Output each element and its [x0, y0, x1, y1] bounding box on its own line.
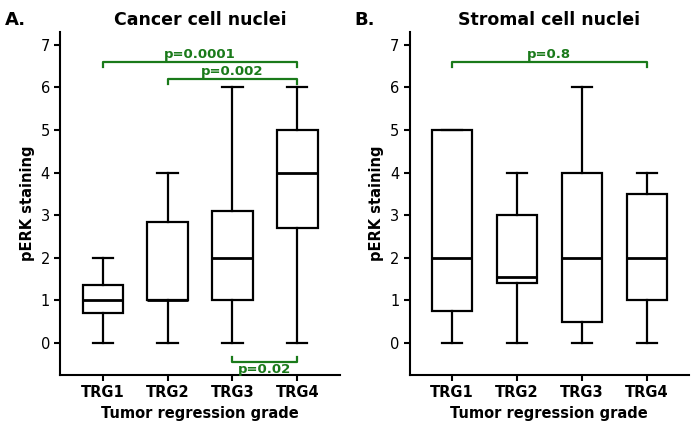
Text: A.: A.	[5, 12, 26, 29]
Text: B.: B.	[354, 12, 374, 29]
PathPatch shape	[277, 130, 318, 228]
Text: p=0.8: p=0.8	[527, 48, 571, 61]
X-axis label: Tumor regression grade: Tumor regression grade	[101, 406, 299, 421]
Y-axis label: pERK staining: pERK staining	[20, 146, 35, 261]
X-axis label: Tumor regression grade: Tumor regression grade	[450, 406, 648, 421]
PathPatch shape	[432, 130, 472, 311]
PathPatch shape	[497, 215, 537, 283]
Title: Stromal cell nuclei: Stromal cell nuclei	[458, 11, 640, 29]
Text: p=0.0001: p=0.0001	[164, 48, 236, 61]
PathPatch shape	[83, 286, 122, 313]
PathPatch shape	[626, 194, 667, 300]
Text: p=0.02: p=0.02	[238, 363, 292, 376]
PathPatch shape	[212, 211, 253, 300]
Y-axis label: pERK staining: pERK staining	[370, 146, 384, 261]
PathPatch shape	[148, 222, 188, 300]
PathPatch shape	[561, 173, 602, 322]
Text: p=0.002: p=0.002	[201, 65, 264, 78]
Title: Cancer cell nuclei: Cancer cell nuclei	[113, 11, 286, 29]
